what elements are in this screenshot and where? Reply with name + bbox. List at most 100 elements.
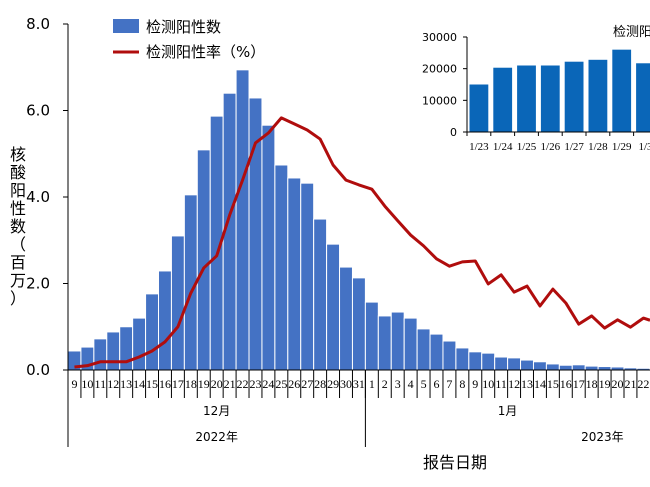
x-tick-label: 11 [95,377,107,391]
bar [494,356,509,371]
year-label: 2022年 [195,430,238,444]
bar [442,340,457,371]
bar [507,357,522,371]
x-tick-label: 18 [586,377,598,391]
y-axis-title-char: 百 [10,253,26,272]
inset-x-tick-label: 1/28 [588,141,608,153]
inset-chart: 0 10000 20000 30000 1/23 1/24 1/25 1/26 1/27 1/28… [410,20,650,160]
x-tick-label: 22 [237,377,249,391]
inset-y-tick-label: 10000 [422,94,457,107]
x-tick-label: 22 [637,377,649,391]
x-tick-label: 25 [275,377,287,391]
x-tick-label: 17 [172,377,184,391]
inset-bar [636,63,650,132]
bar [351,277,366,371]
y-axis-title-char: 性 [10,199,26,218]
x-tick-label: 9 [71,377,77,391]
inset-x-tick-label: 1/26 [541,141,561,153]
bar [429,333,444,371]
y-tick-label: 0.0 [26,361,50,379]
inset-x-tick-label: 1/3 [638,141,650,153]
y-axis-title: 核酸阳性数（百万） [10,145,26,308]
y-tick-label: 8.0 [26,15,50,33]
inset-y-tick-label: 20000 [422,63,457,76]
x-tick-label: 20 [612,377,624,391]
inset-y-tick-label: 0 [450,126,457,139]
x-tick-label: 13 [120,377,132,391]
x-tick-label: 24 [262,377,274,391]
x-tick-label: 14 [534,377,546,391]
bar [300,182,315,371]
x-tick-label: 8 [459,377,465,391]
inset-bar [564,61,584,133]
positivity-rate-line [74,116,650,369]
year-label: 2023年 [581,430,624,444]
bar [468,351,483,371]
bar [313,218,328,371]
bar [584,365,599,371]
x-tick-label: 5 [421,377,427,391]
x-tick-label: 14 [133,377,145,391]
bar [287,177,302,371]
y-axis-title-char: 酸 [10,163,26,182]
bar [132,317,147,371]
inset-bar [493,67,513,132]
bar [196,149,211,371]
x-tick-label: 19 [599,377,611,391]
x-tick-label: 10 [482,377,494,391]
inset-title: 检测阳性 [613,25,650,40]
inset-bar [517,65,536,132]
bar [339,266,353,371]
bar [158,270,172,371]
y-axis-title-char: 数 [10,217,26,236]
x-tick-label: 15 [146,377,158,391]
bar [571,364,586,371]
bar [532,361,547,371]
inset-bar [612,49,632,132]
inset-x-tick-label: 1/27 [564,141,584,153]
x-tick-label: 11 [495,377,507,391]
inset-x-tick-label: 1/25 [517,141,537,153]
bar [261,124,276,371]
bar [390,311,405,371]
month-label: 1月 [498,404,518,418]
bar [326,243,341,371]
x-tick-label: 21 [624,377,636,391]
x-tick-label: 7 [446,377,452,391]
legend-line-label: 检测阳性率（%） [146,43,265,61]
y-axis-title-char: 万 [10,271,26,290]
legend-bar-swatch [113,19,139,33]
x-tick-label: 20 [211,377,223,391]
x-tick-label: 17 [573,377,585,391]
bar [119,326,134,371]
x-tick-label: 30 [340,377,352,391]
y-tick-label: 6.0 [26,102,50,120]
x-tick-label: 28 [314,377,326,391]
inset-x-tick-label: 1/23 [469,141,489,153]
x-tick-label: 23 [249,377,261,391]
x-tick-label: 2 [382,377,388,391]
bar [364,301,379,371]
bar [377,315,392,371]
bar [597,366,612,371]
bar [93,338,108,371]
bar [455,347,470,371]
inset-bar [588,59,608,132]
bar [520,359,534,371]
y-axis-title-char: （ [10,235,26,254]
x-tick-label: 10 [81,377,93,391]
legend-bar-label: 检测阳性数 [146,18,221,36]
x-tick-label: 12 [508,377,520,391]
x-tick-label: 4 [408,377,414,391]
x-tick-label: 1 [369,377,375,391]
bar [170,235,185,371]
x-tick-label: 21 [224,377,236,391]
x-tick-label: 6 [434,377,440,391]
y-axis-title-char: ） [10,289,26,308]
inset-bar [469,84,489,132]
x-tick-label: 19 [198,377,210,391]
x-tick-label: 18 [185,377,197,391]
x-tick-label: 29 [327,377,339,391]
x-axis-title: 报告日期 [423,453,487,472]
x-tick-label: 26 [288,377,300,391]
